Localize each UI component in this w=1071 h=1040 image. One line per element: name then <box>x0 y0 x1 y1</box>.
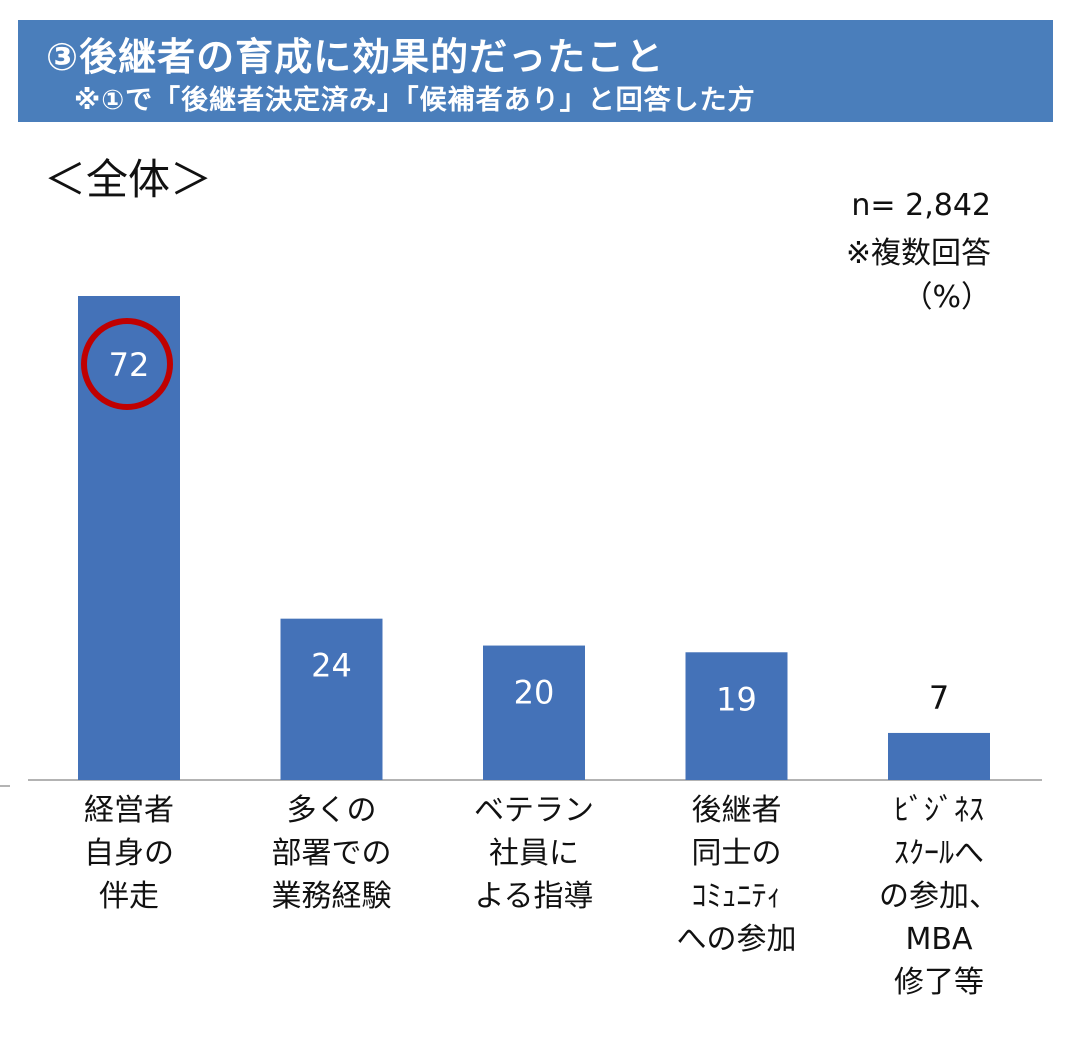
bar-1 <box>78 296 180 780</box>
category-label-line: 自身の <box>84 836 174 871</box>
category-label-line: 部署での <box>272 836 392 871</box>
category-label-line: 社員に <box>489 836 579 871</box>
bar-4 <box>685 652 788 780</box>
category-label-line: の参加、 <box>879 879 999 914</box>
data-label-1: 72 <box>109 346 150 384</box>
multiple-answer-note: ※複数回答 <box>845 236 991 271</box>
title-banner: ③後継者の育成に効果的だったこと ※①で「後継者決定済み」「候補者あり」と回答し… <box>18 20 1053 122</box>
category-label-line: ﾋﾞｼﾞﾈｽ <box>894 793 984 828</box>
category-label-line: 後継者 <box>692 793 782 828</box>
data-label-3: 20 <box>514 674 555 712</box>
highlight-circle <box>81 318 173 410</box>
page-title: ③後継者の育成に効果的だったこと <box>46 35 665 79</box>
bar-5 <box>888 732 990 780</box>
data-label-4: 19 <box>716 680 757 718</box>
unit-label: （%） <box>902 280 991 315</box>
category-label-line: 同士の <box>692 836 782 871</box>
category-label-line: 多くの <box>287 793 377 828</box>
category-label-line: ｽｸｰﾙへ <box>894 836 984 871</box>
sample-size: n= 2,842 <box>851 188 991 223</box>
category-label-line: 業務経験 <box>272 879 392 914</box>
bar-2 <box>280 618 383 780</box>
category-label-line: よる指導 <box>474 879 593 914</box>
category-label-line: 経営者 <box>84 793 174 828</box>
data-label-2: 24 <box>311 647 352 685</box>
page-subtitle: ※①で「後継者決定済み」「候補者あり」と回答した方 <box>74 85 756 116</box>
section-label: ＜全体＞ <box>44 155 213 204</box>
category-label-line: ベテラン <box>474 793 594 828</box>
data-label-5: 7 <box>929 679 949 717</box>
bar-3 <box>483 645 585 780</box>
category-label-line: 伴走 <box>99 879 159 914</box>
category-label-line: への参加 <box>677 922 797 957</box>
category-label-line: 修了等 <box>894 965 984 1000</box>
category-label-line: MBA <box>906 922 973 957</box>
category-label-line: ｺﾐｭﾆﾃｨ <box>692 879 782 914</box>
